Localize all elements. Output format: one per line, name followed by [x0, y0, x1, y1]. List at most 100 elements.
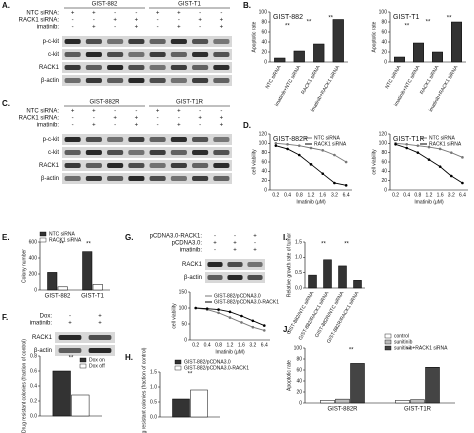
y-tick-label: 20: [381, 49, 387, 55]
y-tick-label: 1.0: [295, 255, 302, 261]
sign: +: [135, 123, 139, 129]
bar: [57, 286, 68, 291]
legend-swatch: [39, 237, 47, 243]
legend-label: GIST-882/pCDNA3.0: [214, 293, 261, 299]
band: [85, 39, 102, 44]
x-tick-label: 6.4: [343, 192, 350, 198]
condition-label: imatinib:: [37, 25, 60, 31]
y-axis-label: cell viability: [251, 149, 257, 175]
marker: [228, 316, 232, 319]
chart-title: GIST-T1: [393, 14, 420, 21]
y-axis-label: Apoptotic rate: [286, 360, 292, 391]
legend-label: sunitinib+RACK1 siRNA: [394, 345, 448, 351]
y-tick-label: 0.0: [150, 414, 157, 420]
sign: -: [72, 123, 74, 129]
band: [192, 163, 209, 168]
bar: [323, 259, 332, 289]
y-tick-label: 0: [299, 400, 302, 406]
x-tick-label: 0.2: [192, 342, 199, 348]
band: [170, 78, 187, 83]
legend-label: RACK1 siRNA: [429, 141, 462, 147]
bar: [47, 272, 58, 291]
sign: +: [156, 11, 160, 17]
blot-strip: [62, 147, 232, 158]
band: [107, 137, 124, 142]
band: [192, 52, 209, 57]
band: [213, 137, 230, 142]
band: [149, 65, 166, 70]
band: [213, 163, 230, 168]
x-tick-label: GIST-882R: [327, 407, 358, 413]
band: [128, 163, 145, 168]
column-header: GIST-882R: [89, 100, 120, 106]
band: [170, 39, 187, 44]
bar: [274, 57, 286, 63]
significance: **: [69, 356, 74, 362]
y-axis-label: Apoptotic rate: [371, 21, 377, 52]
sign: -: [72, 18, 74, 24]
band: [149, 137, 166, 142]
sign: -: [199, 123, 201, 129]
y-tick-label: 120: [379, 131, 388, 137]
x-tick-label: 0.4: [204, 342, 211, 348]
sign: +: [253, 234, 257, 240]
marker: [286, 142, 289, 146]
x-tick-label: 3.2: [448, 192, 455, 198]
x-tick-label: 0.8: [414, 192, 421, 198]
y-tick-label: 60: [296, 367, 302, 373]
marker: [262, 329, 266, 332]
marker: [309, 146, 313, 150]
panel-label: J.: [283, 325, 290, 334]
x-tick-label: 1.2: [308, 192, 315, 198]
bar: [313, 43, 325, 63]
y-tick-label: 0: [384, 59, 387, 65]
y-tick-label: 0: [34, 287, 37, 293]
band: [247, 275, 263, 280]
band: [149, 78, 166, 83]
x-tick-label: RACK1 siRNA: [300, 64, 322, 95]
marker: [194, 306, 198, 310]
bar: [395, 400, 410, 404]
band: [64, 150, 81, 155]
x-tick-label: 1.6: [238, 342, 245, 348]
y-tick-label: 80: [381, 150, 387, 156]
y-tick-label: 40: [381, 169, 387, 175]
legend-label: RACK1 siRNA: [49, 237, 82, 243]
marker: [333, 153, 336, 157]
x-tick-label: 0.2: [272, 192, 279, 198]
blot-strip: [55, 345, 115, 356]
y-tick-label: 0.2: [30, 398, 37, 404]
significance: **: [285, 24, 290, 30]
band: [227, 275, 243, 280]
blot-strip: [62, 75, 232, 86]
band: [128, 137, 145, 142]
bar: [425, 367, 440, 404]
sign: +: [98, 314, 102, 320]
x-tick-label: GIST-882: [45, 294, 71, 300]
sign: -: [157, 123, 159, 129]
x-tick-label: 1.6: [437, 192, 444, 198]
condition-label: NTC siRNA:: [26, 11, 59, 17]
marker: [416, 144, 420, 147]
band: [192, 176, 209, 181]
y-tick-label: 1.0: [150, 384, 157, 390]
band: [107, 78, 124, 83]
sign: +: [135, 25, 139, 31]
sign: +: [253, 248, 257, 254]
marker: [438, 165, 442, 168]
y-tick-label: 0.0: [30, 413, 37, 419]
band-label: β-actin: [184, 275, 202, 281]
x-tick-label: NTC siRNA: [384, 64, 402, 90]
sign: -: [114, 11, 116, 17]
y-tick-label: 600: [29, 239, 38, 245]
significance: **: [344, 242, 349, 248]
band: [170, 65, 187, 70]
sign: -: [69, 314, 71, 320]
y-tick-label: 100: [379, 141, 388, 147]
x-tick-label: 1.6: [319, 192, 326, 198]
bar: [451, 21, 462, 63]
sign: -: [157, 116, 159, 122]
band: [149, 176, 166, 181]
column-header: GIST-T1: [178, 2, 201, 8]
blot-strip: [62, 173, 232, 184]
